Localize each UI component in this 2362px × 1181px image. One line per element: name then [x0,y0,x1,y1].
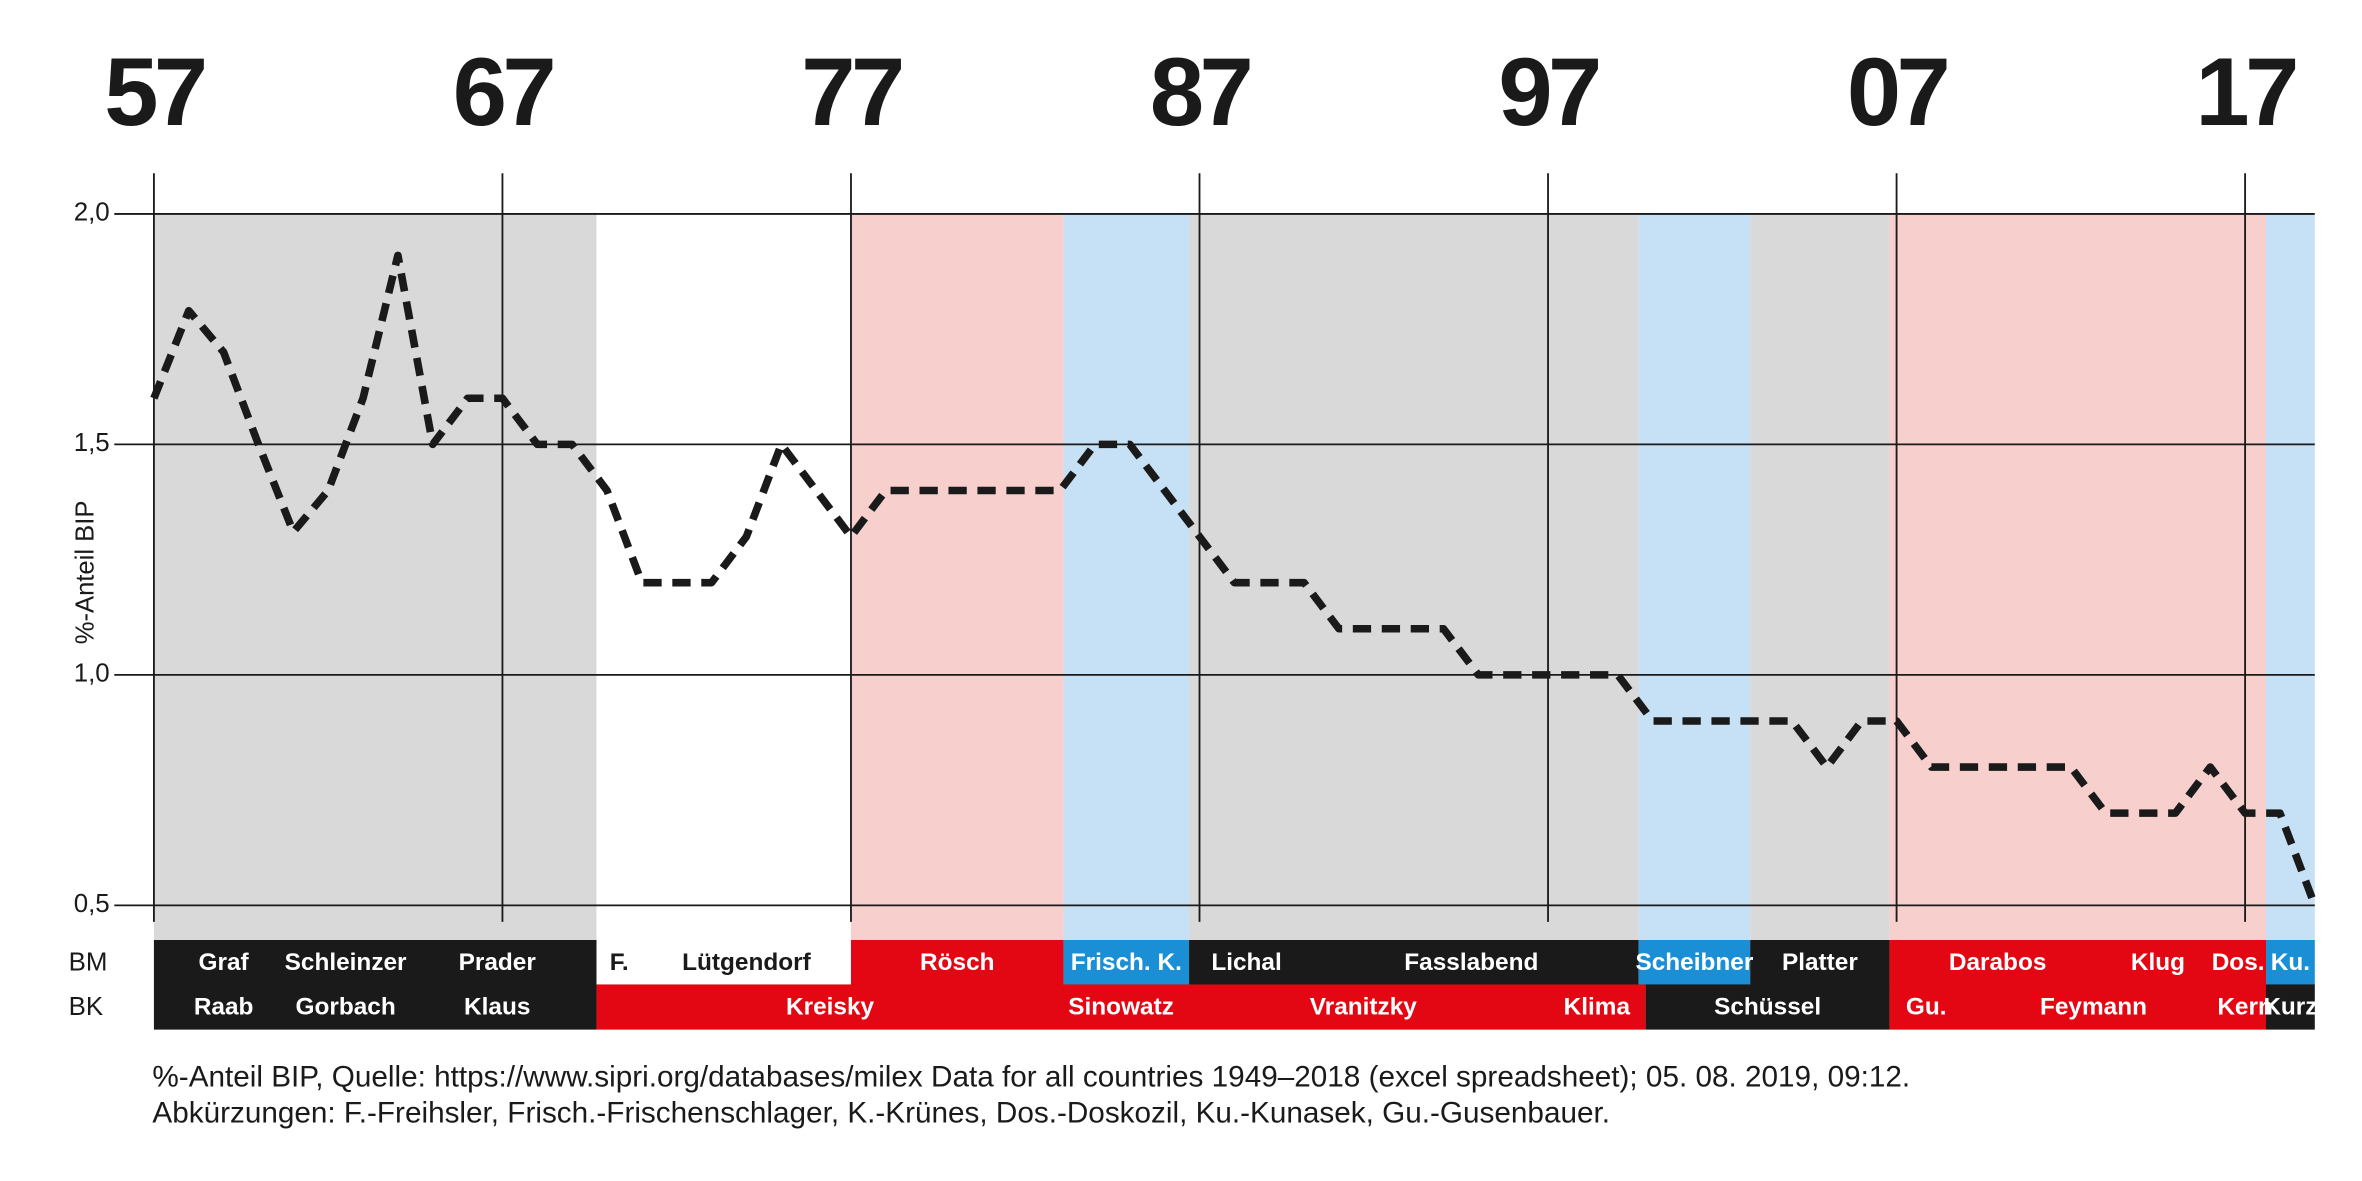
person-label: Vranitzky [1310,994,1418,1021]
period-background [1189,213,1639,940]
row-label: BK [69,993,104,1021]
grid-layer [114,173,2315,922]
person-label: Kreisky [786,994,875,1021]
period-background [153,213,597,940]
person-label: Schüssel [1714,994,1821,1021]
person-label: Sinowatz [1068,994,1174,1021]
x-tick-label: 97 [1498,37,1598,145]
y-axis-label: %-Anteil BIP [72,501,100,645]
person-label: Klaus [464,994,530,1021]
person-label: Dos. [2212,949,2265,976]
person-label: F. [610,949,629,976]
period-block [1189,939,1639,986]
person-label: Darabos [1949,949,2047,976]
period-block [1063,939,1190,986]
person-label: Raab [194,994,254,1021]
person-label: Ku. [2271,949,2310,976]
x-tick-label: 17 [2195,37,2295,145]
person-label: Kern [2217,994,2273,1021]
period-background [1889,213,2267,940]
y-tick-label: 2,0 [74,199,110,227]
person-label: Graf [199,949,250,976]
period-background [1063,213,1190,940]
rows-layer [153,939,2315,1030]
y-tick-label: 1,5 [74,429,110,457]
labels-layer: BM Graf Schleinzer Prader F. Lütgendorf Rösch F… [69,37,2318,1020]
period-block [153,939,597,986]
person-label: Schleinzer [285,949,407,976]
period-block [1645,984,1890,1030]
period-background [850,213,1064,940]
period-background [596,213,851,940]
chart-body: %-Anteil BIP %-Anteil BIP, Quelle: https… [69,37,2319,1130]
y-tick-label: 0,5 [74,890,110,918]
period-block [153,984,597,1030]
person-label: Klima [1564,994,1631,1021]
person-label: Lichal [1211,949,1281,976]
period-block [2266,984,2315,1030]
person-label: Gu. [1906,994,1947,1021]
person-label: Feymann [2040,994,2147,1021]
period-block [596,984,1646,1030]
period-block [596,939,851,986]
period-block [1750,939,1890,986]
person-label: Frisch. K. [1071,949,1182,976]
x-tick-label: 57 [104,37,204,145]
data-line [150,251,2319,907]
footnote: %-Anteil BIP, Quelle: https://www.sipri.… [152,1060,1910,1093]
period-block [2266,939,2315,986]
person-label: Klug [2131,949,2185,976]
x-tick-label: 77 [801,37,901,145]
x-tick-label: 87 [1150,37,1250,145]
person-label: Kurz [2263,994,2317,1021]
period-block [1638,939,1751,986]
period-background [2266,213,2315,940]
period-background [1750,213,1890,940]
period-block [1889,939,2267,986]
row-label: BM [69,949,108,977]
person-label: Rösch [920,949,995,976]
period-block [850,939,1064,986]
period-background [1638,213,1751,940]
footnote: Abkürzungen: F.-Freihsler, Frisch.-Frisc… [152,1097,1610,1130]
x-tick-label: 07 [1847,37,1947,145]
period-block [1889,984,2267,1030]
person-label: Platter [1782,949,1858,976]
person-label: Fasslabend [1404,949,1538,976]
y-tick-label: 1,0 [74,660,110,688]
line-layer [150,251,2319,907]
bg-layer [153,213,2315,940]
person-label: Lütgendorf [682,949,812,976]
x-tick-label: 67 [453,37,553,145]
person-label: Gorbach [295,994,395,1021]
person-label: Prader [459,949,537,976]
person-label: Scheibner [1635,949,1753,976]
